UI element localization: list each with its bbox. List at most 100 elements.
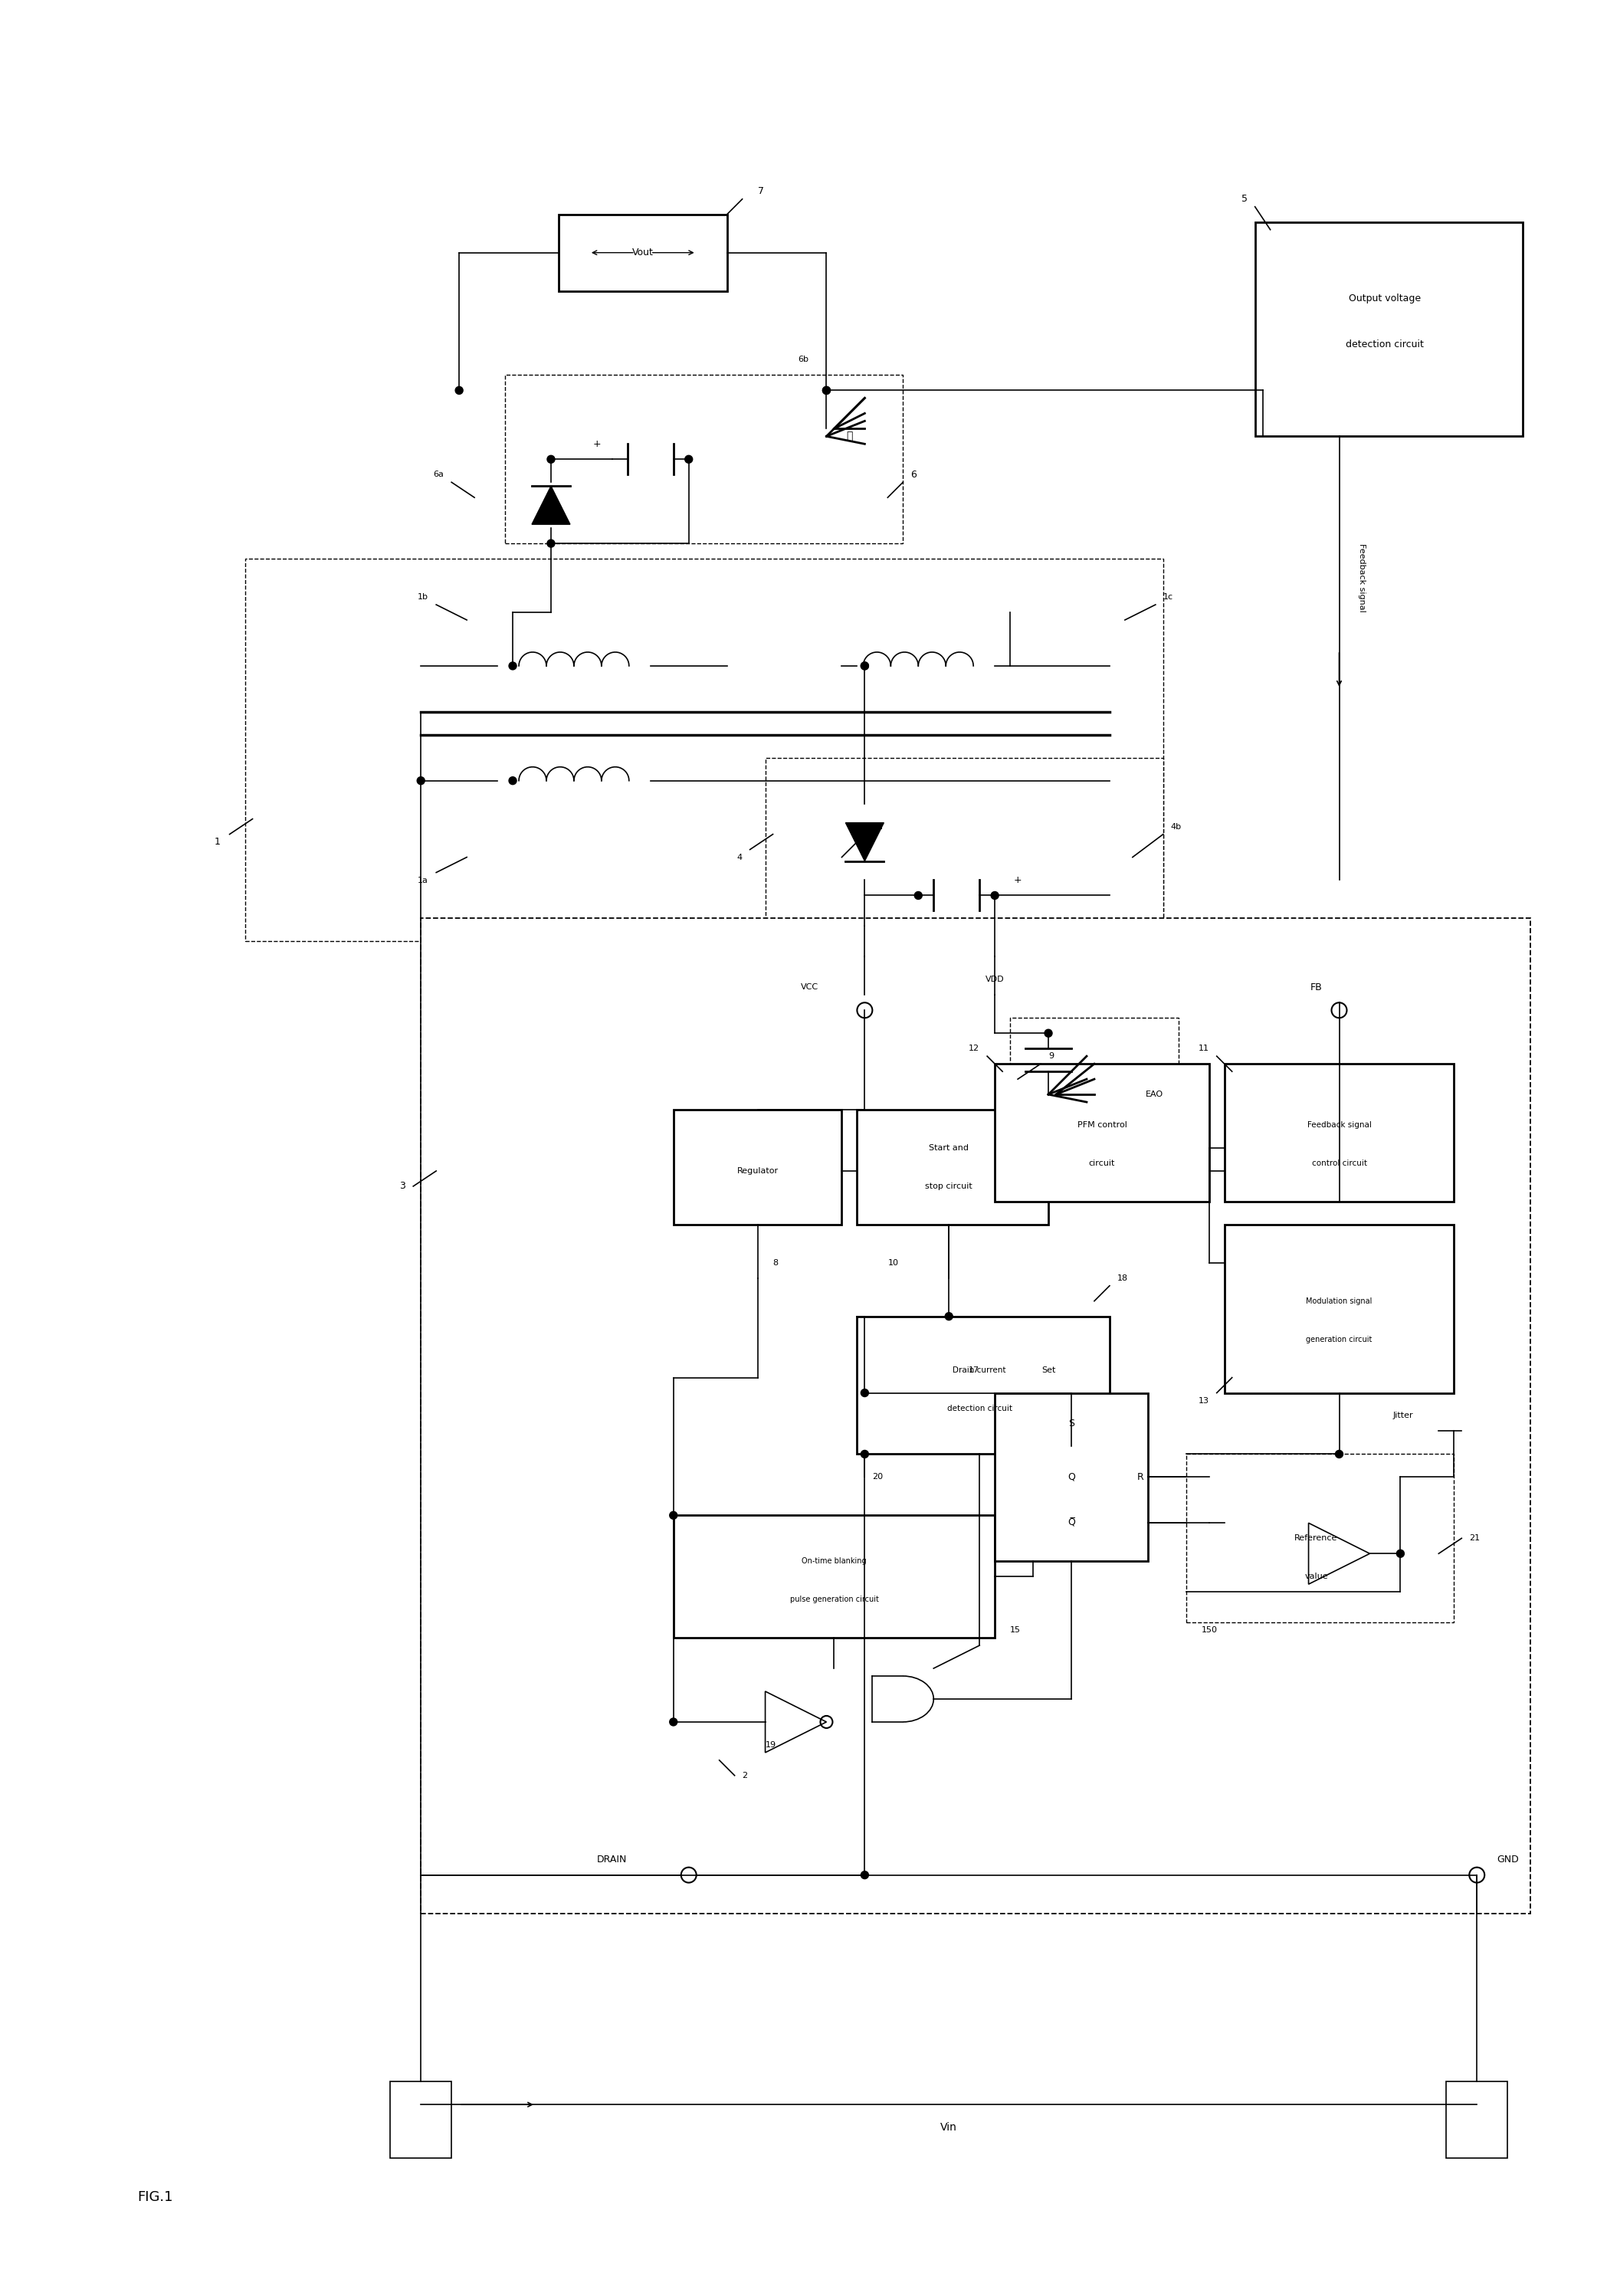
Text: R: R <box>1136 1472 1144 1481</box>
Bar <box>1225 1063 1454 1201</box>
Text: EAO: EAO <box>1146 1091 1163 1097</box>
Text: 1c: 1c <box>1163 592 1173 602</box>
Circle shape <box>823 386 831 395</box>
Text: 13: 13 <box>1199 1396 1208 1405</box>
Text: 150: 150 <box>1202 1626 1218 1635</box>
Circle shape <box>1045 1029 1053 1038</box>
Bar <box>673 1515 995 1637</box>
Bar <box>1255 223 1523 436</box>
Circle shape <box>1396 1550 1405 1557</box>
Text: Vin: Vin <box>940 2122 958 2133</box>
Text: 1b: 1b <box>418 592 429 602</box>
Text: PFM control: PFM control <box>1077 1120 1127 1130</box>
Text: 19: 19 <box>765 1740 776 1750</box>
Circle shape <box>861 1871 868 1878</box>
Text: 20: 20 <box>873 1474 884 1481</box>
Text: 8: 8 <box>773 1258 778 1267</box>
Text: Q: Q <box>1067 1472 1075 1481</box>
Text: DRAIN: DRAIN <box>598 1855 627 1864</box>
Text: 6: 6 <box>911 471 916 480</box>
Text: 7: 7 <box>757 186 763 197</box>
Circle shape <box>546 455 554 464</box>
Circle shape <box>418 776 424 785</box>
Text: 10: 10 <box>887 1258 898 1267</box>
Text: Feedback signal: Feedback signal <box>1306 1120 1371 1130</box>
Bar <box>1446 2082 1507 2158</box>
Bar <box>244 558 1163 941</box>
Text: VDD: VDD <box>985 976 1004 983</box>
Text: Drain current: Drain current <box>953 1366 1006 1373</box>
Text: 4a: 4a <box>873 822 884 831</box>
Text: 1a: 1a <box>418 877 429 884</box>
Circle shape <box>685 455 693 464</box>
Text: 2: 2 <box>742 1773 747 1779</box>
Text: pulse generation circuit: pulse generation circuit <box>789 1596 879 1603</box>
Circle shape <box>914 891 922 900</box>
Text: Regulator: Regulator <box>738 1166 778 1176</box>
Circle shape <box>546 540 554 546</box>
Text: 15: 15 <box>1011 1626 1020 1635</box>
Circle shape <box>945 1313 953 1320</box>
Bar <box>505 374 903 544</box>
Circle shape <box>1335 1451 1343 1458</box>
Text: Set: Set <box>1041 1366 1056 1373</box>
Text: Output voltage: Output voltage <box>1348 294 1421 303</box>
Circle shape <box>455 386 463 395</box>
Circle shape <box>509 776 516 785</box>
Text: +: + <box>1014 875 1022 886</box>
Circle shape <box>670 1717 677 1727</box>
Polygon shape <box>845 822 884 861</box>
Bar <box>857 1316 1109 1453</box>
Text: circuit: circuit <box>1090 1159 1115 1166</box>
Circle shape <box>992 891 998 900</box>
Bar <box>995 1063 1208 1201</box>
Text: Q̅: Q̅ <box>1067 1518 1075 1527</box>
Text: +: + <box>593 439 601 450</box>
Text: generation circuit: generation circuit <box>1306 1336 1372 1343</box>
Text: 6b: 6b <box>799 356 808 363</box>
Text: On-time blanking: On-time blanking <box>802 1557 866 1566</box>
Bar <box>1225 1224 1454 1394</box>
Bar <box>765 758 1163 925</box>
Text: 3: 3 <box>400 1180 405 1192</box>
Text: Start and: Start and <box>929 1143 969 1153</box>
Text: FIG.1: FIG.1 <box>138 2190 174 2204</box>
Polygon shape <box>532 487 570 523</box>
Text: Feedback signal: Feedback signal <box>1358 544 1366 613</box>
Circle shape <box>670 1511 677 1520</box>
Text: Reference: Reference <box>1295 1534 1337 1543</box>
Text: 1: 1 <box>214 838 220 847</box>
Circle shape <box>861 1389 868 1396</box>
Text: Jitter: Jitter <box>1393 1412 1413 1419</box>
Text: 4b: 4b <box>1172 822 1181 831</box>
Text: 4: 4 <box>738 854 742 861</box>
Bar <box>995 1394 1147 1561</box>
Text: Vout: Vout <box>632 248 654 257</box>
Bar <box>421 918 1530 1913</box>
Text: control circuit: control circuit <box>1311 1159 1368 1166</box>
Text: 6a: 6a <box>434 471 444 478</box>
Text: detection circuit: detection circuit <box>1347 340 1424 349</box>
Circle shape <box>823 386 831 395</box>
Circle shape <box>509 661 516 670</box>
Text: VCC: VCC <box>800 983 820 992</box>
Text: stop circuit: stop circuit <box>926 1182 972 1189</box>
Text: 12: 12 <box>969 1045 980 1052</box>
Text: detection circuit: detection circuit <box>947 1405 1012 1412</box>
Text: 21: 21 <box>1469 1534 1480 1543</box>
Bar <box>1011 1017 1178 1109</box>
Text: 17: 17 <box>969 1366 980 1373</box>
Bar <box>1186 1453 1454 1623</box>
Bar <box>391 2082 452 2158</box>
Circle shape <box>861 661 868 670</box>
Text: FB: FB <box>1310 983 1323 992</box>
Bar <box>559 214 726 292</box>
Text: value: value <box>1305 1573 1327 1580</box>
Text: Modulation signal: Modulation signal <box>1306 1297 1372 1304</box>
Text: ⏚: ⏚ <box>847 432 853 441</box>
Bar <box>673 1109 842 1224</box>
Bar <box>857 1109 1048 1224</box>
Text: 9: 9 <box>1048 1052 1054 1061</box>
Text: GND: GND <box>1496 1855 1519 1864</box>
Text: 18: 18 <box>1117 1274 1128 1281</box>
